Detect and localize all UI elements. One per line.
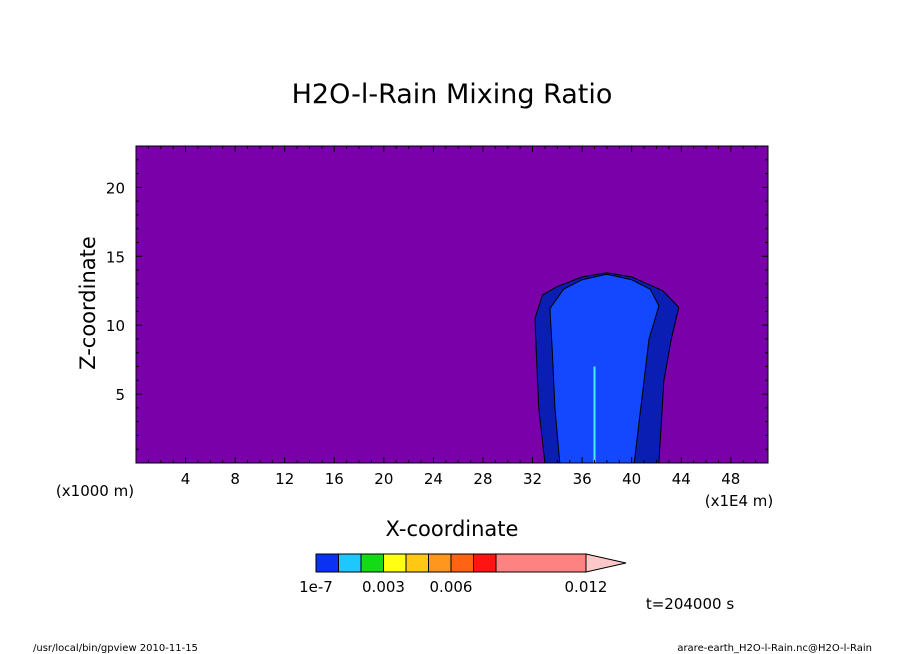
colorbar-segment bbox=[315, 553, 339, 573]
x-tick-label: 48 bbox=[721, 470, 740, 488]
x-tick-label: 8 bbox=[230, 470, 240, 488]
colorbar-segment bbox=[473, 553, 497, 573]
x-tick-label: 32 bbox=[523, 470, 542, 488]
chart-title: H2O-l-Rain Mixing Ratio bbox=[292, 79, 613, 110]
time-label: t=204000 s bbox=[646, 595, 734, 613]
y-unit-label: (x1000 m) bbox=[56, 482, 134, 500]
y-tick-label: 15 bbox=[106, 248, 125, 266]
x-unit-label: (x1E4 m) bbox=[705, 492, 774, 510]
x-tick-label: 44 bbox=[672, 470, 691, 488]
x-tick-label: 20 bbox=[374, 470, 393, 488]
y-tick-label: 5 bbox=[115, 386, 125, 404]
colorbar-segment bbox=[405, 553, 429, 573]
footer-left: /usr/local/bin/gpview 2010-11-15 bbox=[33, 643, 198, 654]
x-tick-label: 28 bbox=[473, 470, 492, 488]
colorbar-segment bbox=[338, 553, 362, 573]
colorbar-label: 1e-7 bbox=[299, 578, 333, 596]
x-tick-label: 16 bbox=[325, 470, 344, 488]
colorbar-extension bbox=[585, 553, 627, 573]
x-tick-label: 40 bbox=[622, 470, 641, 488]
x-tick-label: 36 bbox=[573, 470, 592, 488]
y-tick-label: 20 bbox=[106, 179, 125, 197]
colorbar-segment bbox=[360, 553, 384, 573]
colorbar-label: 0.012 bbox=[565, 578, 608, 596]
x-tick-label: 4 bbox=[181, 470, 191, 488]
colorbar-segment bbox=[383, 553, 407, 573]
y-tick-label: 10 bbox=[106, 317, 125, 335]
x-tick-label: 24 bbox=[424, 470, 443, 488]
footer-right: arare-earth_H2O-l-Rain.nc@H2O-l-Rain bbox=[677, 643, 872, 654]
colorbar-label: 0.003 bbox=[362, 578, 405, 596]
colorbar-label: 0.006 bbox=[430, 578, 473, 596]
x-tick-label: 12 bbox=[275, 470, 294, 488]
colorbar-segment bbox=[428, 553, 452, 573]
contour-region-2 bbox=[549, 273, 660, 464]
y-axis-label: Z-coordinate bbox=[76, 236, 100, 370]
colorbar-segment bbox=[495, 553, 587, 573]
x-axis-label: X-coordinate bbox=[386, 517, 519, 541]
colorbar: 1e-7 0.003 0.006 0.012 bbox=[299, 553, 627, 596]
plot-frame bbox=[135, 145, 769, 464]
colorbar-segment bbox=[450, 553, 474, 573]
